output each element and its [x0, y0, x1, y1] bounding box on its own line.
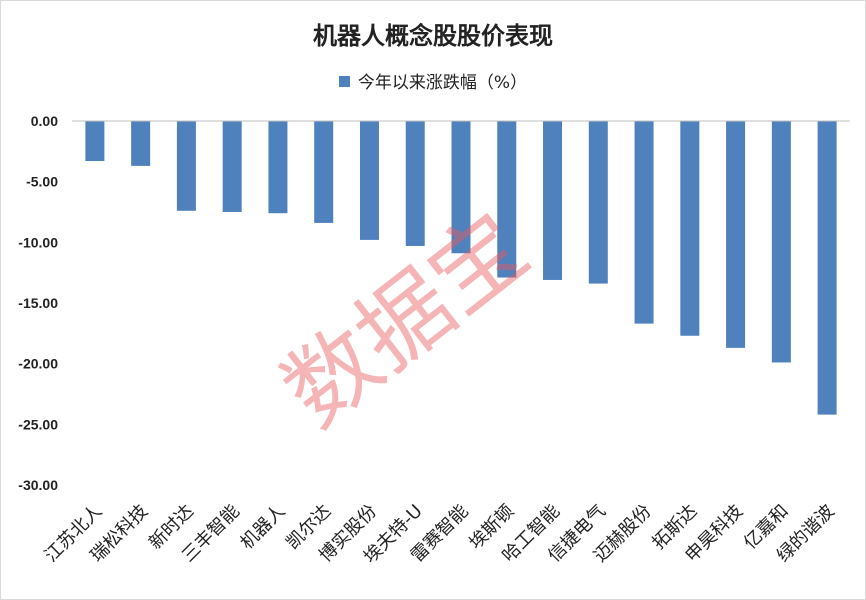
- y-tick-label: -5.00: [26, 174, 58, 190]
- bar: [543, 121, 563, 280]
- legend-swatch: [338, 75, 350, 87]
- y-tick-label: -10.00: [18, 234, 58, 250]
- bar: [85, 121, 105, 162]
- y-tick-label: -15.00: [18, 295, 58, 311]
- watermark-text: 数据宝: [264, 193, 547, 447]
- y-tick-label: -30.00: [18, 477, 58, 493]
- y-tick-label: -20.00: [18, 356, 58, 372]
- bar: [176, 121, 196, 211]
- y-tick-label: -25.00: [18, 416, 58, 432]
- bar: [771, 121, 791, 363]
- bar: [131, 121, 151, 166]
- bar: [314, 121, 334, 223]
- bar: [680, 121, 700, 336]
- bar: [588, 121, 608, 284]
- x-tick-label: 机器人: [236, 501, 289, 554]
- legend-label: 今年以来涨跌幅（%）: [357, 73, 528, 93]
- bar: [726, 121, 746, 348]
- bar: [817, 121, 837, 415]
- chart-title: 机器人概念股股价表现: [313, 22, 553, 50]
- chart-legend: 今年以来涨跌幅（%）: [0, 68, 866, 93]
- bar: [359, 121, 379, 240]
- bar: [268, 121, 288, 214]
- bar: [222, 121, 242, 212]
- y-tick-label: 0.00: [31, 113, 58, 129]
- bar: [405, 121, 425, 246]
- bar: [497, 121, 517, 278]
- bar: [451, 121, 471, 254]
- bar: [634, 121, 654, 324]
